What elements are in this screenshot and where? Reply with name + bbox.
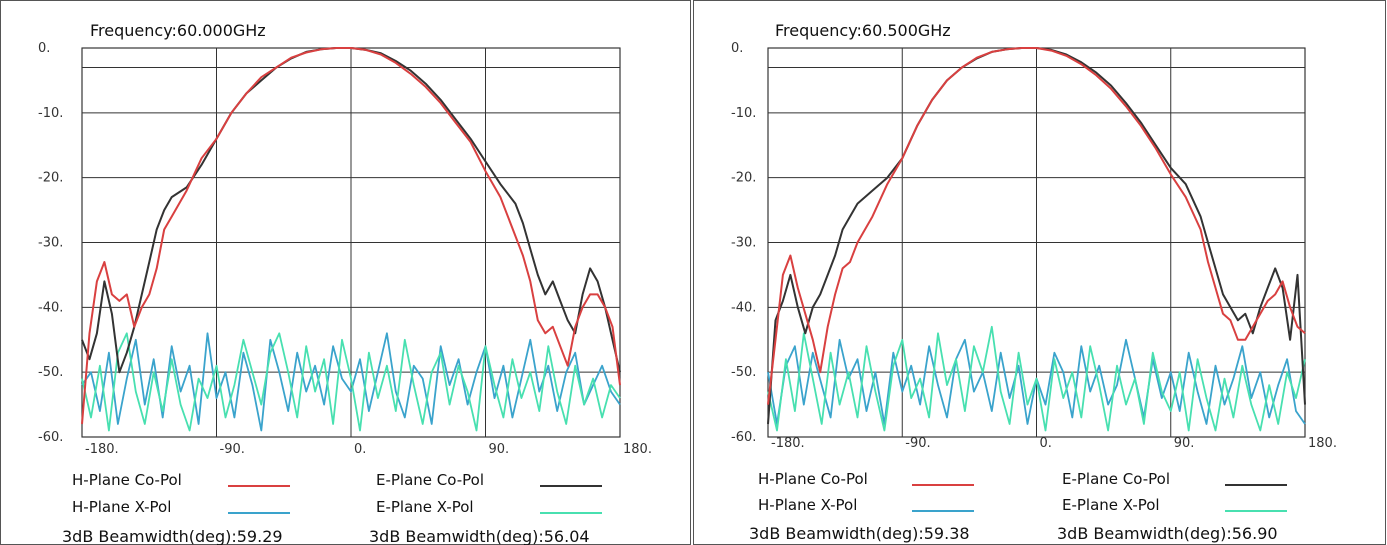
x-tick-label: 90.: [489, 442, 510, 457]
x-tick-label: 0.: [354, 442, 366, 457]
panel-frame: [0, 0, 691, 545]
legend-label: E-Plane X-Pol: [1062, 496, 1160, 514]
chart-title: Frequency:60.500GHz: [775, 21, 951, 40]
y-tick-label: -40.: [731, 300, 756, 315]
legend-label: H-Plane Co-Pol: [758, 470, 868, 488]
legend-label: E-Plane X-Pol: [376, 498, 474, 516]
x-tick-label: -180.: [85, 442, 119, 457]
e-beamwidth-label: 3dB Beamwidth(deg):56.04: [369, 527, 590, 545]
x-tick-label: -90.: [220, 442, 245, 457]
legend-label: E-Plane Co-Pol: [376, 471, 484, 489]
pattern-panel-60000: Frequency:60.000GHz 0. -10. -20. -30. -40. -5…: [0, 0, 691, 545]
y-tick-label: 0.: [38, 41, 50, 56]
y-tick-label: -20.: [731, 171, 756, 186]
series-line-e-x: [767, 325, 1306, 432]
x-tick-label: 180.: [1308, 436, 1337, 451]
y-tick-label: -40.: [38, 300, 63, 315]
panel-frame: [693, 0, 1386, 545]
y-tick-label: -50.: [731, 365, 756, 380]
h-beamwidth-label: 3dB Beamwidth(deg):59.29: [62, 527, 283, 545]
e-beamwidth-label: 3dB Beamwidth(deg):56.90: [1057, 524, 1278, 543]
series-line-h-x: [81, 332, 621, 432]
series-line-h-co: [81, 47, 621, 425]
y-tick-label: -50.: [38, 365, 63, 380]
pattern-panel-60500: Frequency:60.500GHz 0. -10. -20. -30. -40. -5…: [693, 0, 1386, 545]
y-tick-label: -30.: [731, 236, 756, 251]
series-line-h-co: [767, 47, 1306, 405]
y-tick-label: -10.: [38, 106, 63, 121]
x-tick-label: 90.: [1174, 436, 1195, 451]
y-tick-label: -60.: [38, 430, 63, 445]
x-tick-label: 0.: [1040, 436, 1052, 451]
legend-label: H-Plane X-Pol: [72, 498, 171, 516]
legend-label: E-Plane Co-Pol: [1062, 470, 1170, 488]
y-tick-label: -20.: [38, 171, 63, 186]
x-tick-label: -90.: [905, 436, 930, 451]
series-line-e-x: [81, 332, 621, 432]
legend-label: H-Plane Co-Pol: [72, 471, 182, 489]
y-tick-label: -10.: [731, 106, 756, 121]
y-tick-label: 0.: [731, 41, 743, 56]
y-tick-label: -60.: [731, 430, 756, 445]
chart-title: Frequency:60.000GHz: [90, 21, 266, 40]
h-beamwidth-label: 3dB Beamwidth(deg):59.38: [749, 524, 970, 543]
x-tick-label: 180.: [623, 442, 652, 457]
legend-label: H-Plane X-Pol: [758, 496, 857, 514]
x-tick-label: -180.: [771, 436, 805, 451]
y-tick-label: -30.: [38, 236, 63, 251]
